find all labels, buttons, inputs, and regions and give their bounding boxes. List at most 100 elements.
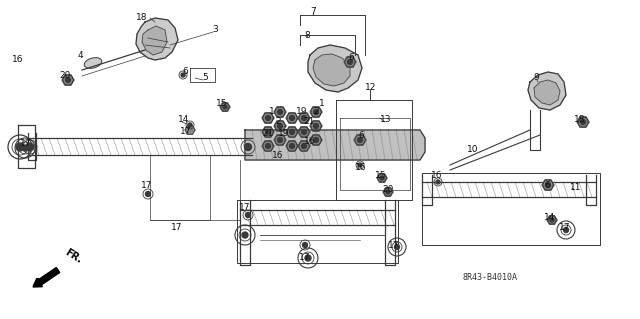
Polygon shape: [142, 26, 167, 55]
Circle shape: [22, 145, 28, 151]
Polygon shape: [274, 121, 286, 131]
Text: 5: 5: [202, 73, 208, 83]
Text: 2: 2: [313, 108, 319, 116]
Circle shape: [314, 123, 319, 129]
Text: 12: 12: [365, 84, 377, 93]
Polygon shape: [286, 141, 298, 151]
Text: 14: 14: [179, 115, 189, 124]
Polygon shape: [274, 107, 286, 117]
Circle shape: [394, 244, 399, 249]
Text: 21: 21: [303, 117, 315, 127]
Polygon shape: [274, 135, 286, 145]
Circle shape: [26, 144, 33, 151]
Text: 16: 16: [304, 137, 316, 146]
Text: 6: 6: [348, 54, 354, 63]
Text: 17: 17: [180, 128, 192, 137]
Polygon shape: [310, 107, 322, 117]
Circle shape: [386, 190, 390, 194]
Circle shape: [246, 212, 250, 218]
Text: 17: 17: [300, 253, 311, 262]
Text: 6: 6: [544, 181, 550, 189]
Polygon shape: [313, 54, 350, 86]
Text: 15: 15: [375, 172, 387, 181]
Circle shape: [303, 242, 307, 248]
Circle shape: [358, 163, 362, 167]
Text: 9: 9: [533, 73, 539, 83]
Polygon shape: [286, 127, 298, 137]
Circle shape: [278, 137, 282, 143]
Text: 19: 19: [278, 129, 290, 137]
Text: FR.: FR.: [63, 247, 84, 265]
Polygon shape: [308, 45, 362, 92]
Text: 6: 6: [182, 68, 188, 77]
Circle shape: [550, 218, 554, 222]
Polygon shape: [547, 216, 557, 224]
Text: 16: 16: [272, 151, 284, 160]
Text: 16: 16: [12, 56, 24, 64]
Polygon shape: [310, 121, 322, 131]
Circle shape: [545, 182, 550, 188]
Ellipse shape: [84, 58, 102, 68]
Text: 17: 17: [172, 222, 183, 232]
Circle shape: [580, 120, 586, 124]
Circle shape: [314, 137, 319, 143]
Circle shape: [266, 130, 271, 135]
Text: 17: 17: [141, 181, 153, 189]
FancyArrow shape: [33, 268, 60, 287]
Circle shape: [16, 143, 24, 151]
Polygon shape: [534, 80, 560, 105]
Text: 13: 13: [380, 115, 392, 124]
Polygon shape: [245, 130, 425, 160]
Circle shape: [223, 105, 227, 109]
Polygon shape: [344, 57, 356, 67]
Text: 15: 15: [216, 100, 228, 108]
Polygon shape: [528, 72, 566, 110]
Polygon shape: [220, 103, 230, 111]
Text: 7: 7: [310, 8, 316, 17]
Polygon shape: [577, 117, 589, 127]
Polygon shape: [377, 174, 387, 182]
Text: 4: 4: [77, 50, 83, 60]
Circle shape: [188, 123, 192, 127]
Circle shape: [266, 115, 271, 121]
Circle shape: [65, 78, 70, 83]
Polygon shape: [136, 18, 178, 60]
Polygon shape: [298, 127, 310, 137]
Circle shape: [266, 144, 271, 149]
Polygon shape: [262, 127, 274, 137]
Text: 20: 20: [60, 70, 70, 79]
Text: 2: 2: [275, 117, 281, 127]
Text: 10: 10: [467, 145, 479, 154]
Text: 17: 17: [388, 241, 400, 249]
Circle shape: [301, 115, 307, 121]
Circle shape: [358, 137, 362, 143]
Text: 17: 17: [559, 224, 571, 233]
Circle shape: [436, 180, 440, 184]
Text: 1: 1: [319, 100, 325, 108]
Text: 21: 21: [262, 129, 274, 137]
Text: 16: 16: [431, 170, 443, 180]
Text: 19: 19: [296, 108, 308, 116]
Polygon shape: [542, 180, 554, 190]
Text: 1: 1: [269, 108, 275, 116]
Text: 6: 6: [358, 130, 364, 139]
Circle shape: [301, 130, 307, 135]
Text: 20: 20: [382, 186, 394, 195]
Polygon shape: [298, 113, 310, 123]
Circle shape: [305, 255, 311, 261]
Circle shape: [244, 144, 252, 151]
Text: 18: 18: [574, 115, 586, 124]
Polygon shape: [298, 141, 310, 151]
Polygon shape: [354, 135, 366, 145]
Circle shape: [380, 176, 384, 180]
Circle shape: [242, 232, 248, 238]
Circle shape: [145, 191, 150, 197]
Circle shape: [278, 109, 282, 115]
Text: 18: 18: [136, 13, 148, 23]
Circle shape: [289, 115, 294, 121]
Text: 16: 16: [355, 164, 367, 173]
Polygon shape: [286, 113, 298, 123]
Polygon shape: [62, 75, 74, 85]
Text: 11: 11: [570, 183, 582, 192]
Circle shape: [246, 145, 250, 149]
